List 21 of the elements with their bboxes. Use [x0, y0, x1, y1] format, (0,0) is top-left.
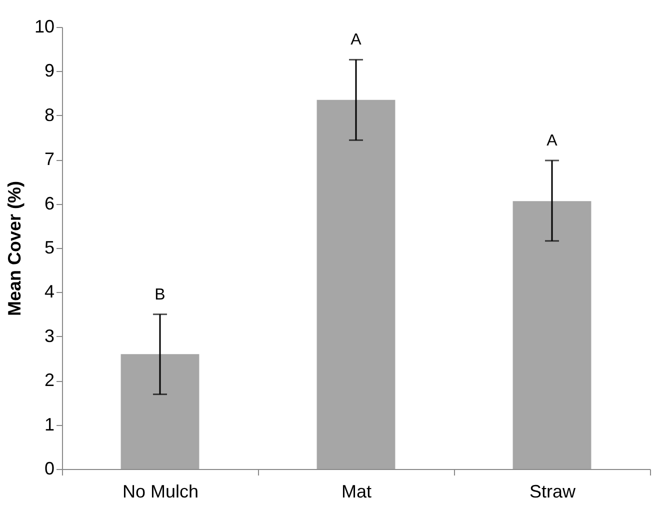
annotation: A: [546, 132, 558, 150]
annotation: B: [154, 286, 166, 304]
y-tick-label: 5: [44, 238, 54, 258]
y-tick-label: 0: [44, 458, 54, 478]
y-tick-label: 1: [44, 414, 54, 434]
y-tick-label: 10: [34, 16, 54, 36]
y-tick-label: 4: [44, 282, 54, 302]
y-tick-label: 8: [44, 104, 54, 125]
x-tick-label: Straw: [529, 482, 577, 502]
x-tick-label: Mat: [341, 482, 372, 502]
annotation: A: [350, 32, 362, 49]
y-axis-title: Mean Cover (%): [4, 180, 24, 316]
y-tick-label: 3: [44, 326, 54, 346]
y-tick-label: 6: [44, 193, 54, 214]
bar: [512, 201, 592, 469]
bar: [120, 354, 200, 469]
bar: [316, 100, 396, 469]
y-tick-label: 2: [44, 370, 54, 390]
x-tick-label: No Mulch: [122, 482, 199, 502]
y-tick-label: 9: [44, 60, 54, 81]
y-tick-label: 7: [44, 149, 54, 170]
